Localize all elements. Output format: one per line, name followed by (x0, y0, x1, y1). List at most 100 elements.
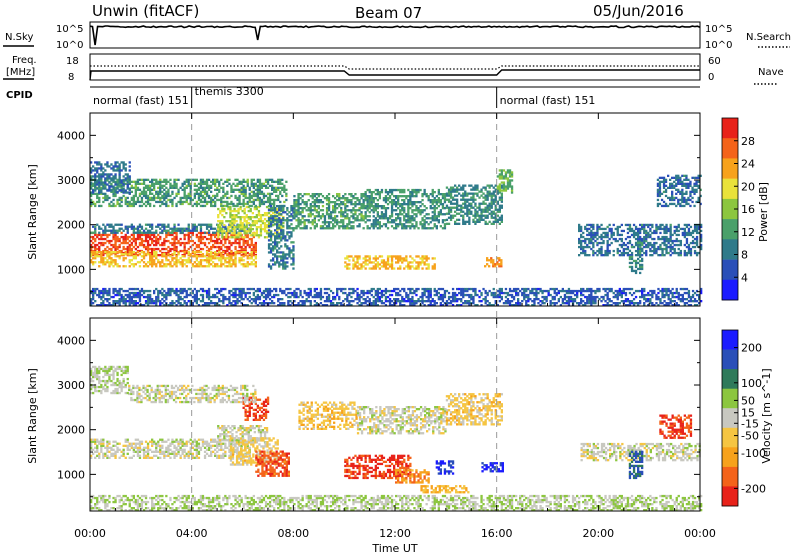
range-gate-cell (116, 167, 119, 170)
range-gate-cell (268, 198, 272, 202)
range-gate-cell (488, 208, 491, 211)
range-gate-cell (104, 289, 107, 293)
station-title: Unwin (fitACF) (92, 2, 199, 20)
range-gate-cell (205, 259, 209, 262)
range-gate-cell (207, 255, 211, 258)
range-gate-cell (226, 200, 229, 204)
range-gate-cell (342, 227, 345, 230)
range-gate-cell (344, 197, 347, 200)
range-gate-cell (122, 189, 125, 192)
range-gate-cell (498, 169, 501, 172)
range-gate-cell (100, 169, 103, 172)
range-gate-cell (637, 227, 640, 231)
range-gate-cell (153, 182, 156, 185)
range-gate-cell (239, 205, 242, 209)
range-gate-cell (126, 196, 129, 200)
range-gate-cell (494, 212, 497, 215)
range-gate-cell (584, 245, 587, 249)
range-gate-cell (207, 188, 211, 191)
range-gate-cell (185, 196, 188, 200)
range-gate-cell (163, 247, 166, 251)
range-gate-cell (276, 245, 279, 248)
range-gate-cell (321, 195, 325, 198)
range-gate-cell (177, 178, 180, 181)
range-gate-cell (393, 199, 396, 202)
range-gate-cell (474, 188, 477, 191)
range-gate-cell (191, 251, 194, 254)
range-gate-cell (221, 230, 224, 233)
range-gate-cell (344, 205, 347, 208)
range-gate-cell (251, 228, 254, 231)
range-gate-cell (622, 241, 625, 245)
range-gate-cell (151, 302, 154, 305)
range-gate-cell (96, 223, 99, 226)
range-gate-cell (197, 182, 201, 185)
range-gate-cell (486, 190, 489, 193)
range-gate-cell (207, 178, 211, 181)
range-gate-cell (464, 198, 467, 201)
range-gate-cell (403, 227, 406, 230)
range-gate-cell (285, 188, 288, 191)
range-gate-cell (639, 249, 642, 252)
range-gate-cell (606, 239, 609, 243)
range-gate-cell (155, 225, 158, 228)
range-gate-cell (253, 224, 256, 227)
range-gate-cell (199, 239, 203, 243)
range-gate-cell (191, 223, 194, 226)
range-gate-cell (454, 222, 457, 225)
range-gate-cell (149, 196, 152, 200)
range-gate-cell (279, 180, 282, 183)
range-gate-cell (303, 201, 306, 204)
range-gate-cell (675, 176, 678, 179)
range-gate-cell (329, 217, 333, 220)
range-gate-cell (132, 265, 135, 268)
range-gate-cell (132, 257, 135, 260)
range-gate-cell (199, 182, 203, 185)
range-gate-cell (229, 226, 232, 229)
range-gate-cell (637, 239, 640, 243)
range-gate-cell (116, 187, 119, 190)
range-gate-cell (632, 231, 636, 235)
range-gate-cell (282, 222, 285, 225)
range-gate-cell (368, 205, 371, 208)
range-gate-cell (277, 180, 280, 183)
range-gate-cell (187, 184, 190, 187)
range-gate-cell (590, 237, 593, 241)
range-gate-cell (136, 287, 140, 291)
range-gate-cell (189, 235, 192, 239)
range-gate-cell (441, 195, 445, 198)
range-gate-cell (114, 263, 117, 266)
range-gate-cell (364, 215, 367, 218)
range-gate-cell (153, 289, 156, 293)
range-gate-cell (231, 220, 234, 223)
range-gate-cell (395, 195, 398, 198)
range-gate-cell (423, 205, 426, 208)
range-gate-cell (155, 182, 158, 185)
range-gate-cell (161, 302, 164, 305)
range-gate-cell (606, 235, 609, 239)
range-gate-cell (171, 243, 174, 247)
range-gate-cell (167, 291, 170, 295)
range-gate-cell (490, 261, 493, 264)
range-gate-cell (433, 263, 436, 266)
range-gate-cell (116, 183, 119, 186)
range-gate-cell (267, 239, 271, 242)
range-gate-cell (258, 178, 262, 181)
range-gate-cell (397, 261, 400, 264)
range-gate-cell (346, 215, 349, 218)
range-gate-cell (138, 204, 142, 208)
range-gate-cell (173, 227, 176, 230)
range-gate-cell (280, 231, 283, 234)
range-gate-cell (233, 232, 236, 235)
range-gate-cell (253, 234, 256, 237)
range-gate-cell (504, 173, 508, 176)
range-gate-cell (401, 257, 404, 260)
range-gate-cell (269, 247, 273, 250)
range-gate-cell (220, 261, 223, 264)
range-gate-cell (685, 174, 688, 177)
range-gate-cell (175, 289, 178, 293)
range-gate-cell (321, 213, 325, 216)
range-gate-cell (443, 199, 447, 202)
range-gate-cell (110, 189, 113, 192)
range-gate-cell (492, 210, 495, 213)
